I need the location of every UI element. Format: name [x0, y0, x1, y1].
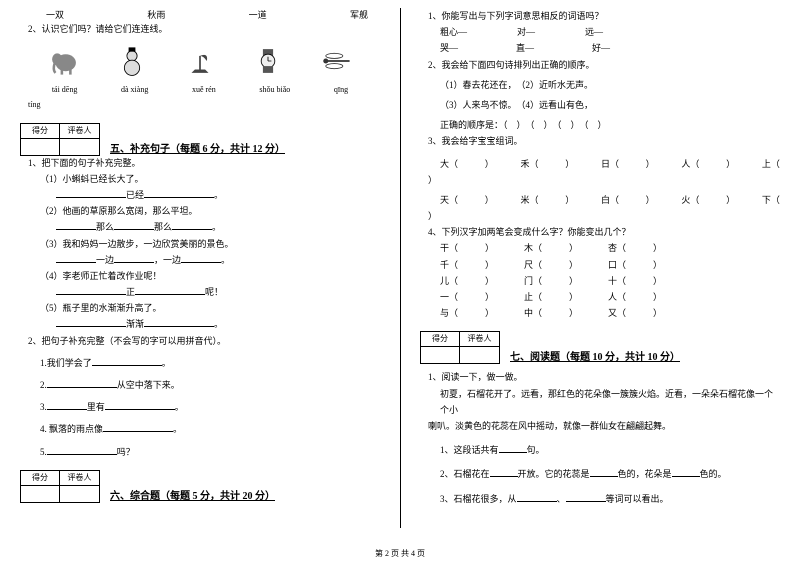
r-q1-row: 粗心— 对— 远— — [440, 24, 780, 40]
q5-2-3: 3.里有。 — [40, 399, 380, 415]
r-q2-12: （1）春去花还在， （2）近听水无声。 — [440, 77, 780, 93]
dragonfly-icon — [318, 43, 354, 79]
q5-blank: 渐渐。 — [56, 316, 380, 332]
r-q7-q2: 2、石榴花在开放。它的花蕊是色的，花朵是色的。 — [440, 466, 780, 482]
r-q1-row2: 哭— 直— 好— — [440, 40, 780, 56]
right-column: 1、你能写出与下列字词意思相反的词语吗？ 粗心— 对— 远— 哭— 直— 好— … — [400, 0, 800, 540]
q4-row: 干（ ）木（ ）杏（ ） — [440, 240, 780, 256]
grader-label: 评卷人 — [60, 471, 99, 485]
q5-2-2: 2.从空中落下来。 — [40, 377, 380, 393]
q5-1-5: （5）瓶子里的水渐渐升高了。 — [40, 300, 380, 316]
page-footer: 第 2 页 共 4 页 — [0, 548, 800, 559]
lamp-icon — [182, 43, 218, 79]
watch-icon — [250, 43, 286, 79]
r-q7-q1: 1、这段话共有句。 — [440, 442, 780, 458]
snowman-icon — [114, 43, 150, 79]
q5-2-5: 5.吗？ — [40, 444, 380, 460]
word-row: 一双 秋雨 一道 军舰 — [46, 8, 368, 21]
left-column: 一双 秋雨 一道 军舰 2、认识它们吗？请给它们连连线。 tái dē — [0, 0, 400, 540]
score-label: 得分 — [421, 332, 460, 346]
elephant-icon — [46, 43, 82, 79]
q5-2-4: 4. 飘落的雨点像。 — [40, 421, 380, 437]
q5-blank: 一边，一边。 — [56, 252, 380, 268]
grader-label: 评卷人 — [460, 332, 499, 346]
q4-row: 千（ ）尺（ ）口（ ） — [440, 257, 780, 273]
word: 秋雨 — [147, 8, 165, 21]
r-q7-1: 1、阅读一下，做一做。 — [428, 369, 780, 385]
pinyin: dà xiàng — [121, 85, 148, 94]
q5-2-1: 1.我们学会了。 — [40, 355, 380, 371]
section-7-title: 七、阅读题（每题 10 分，共计 10 分） — [510, 348, 780, 363]
q4-row: 儿（ ）门（ ）十（ ） — [440, 273, 780, 289]
q5-blank: 那么那么。 — [56, 219, 380, 235]
r-q2: 2、我会给下面四句诗排列出正确的顺序。 — [428, 57, 780, 73]
r-q4: 4、下列汉字加两笔会变成什么字？你能变出几个？ — [428, 224, 780, 240]
r-q1: 1、你能写出与下列字词意思相反的词语吗？ — [428, 8, 780, 24]
q5-1: 1、把下面的句子补充完整。 — [28, 155, 380, 171]
pinyin-row: tái dēng dà xiàng xuě rén shǒu biǎo qīng — [30, 85, 370, 94]
page: 一双 秋雨 一道 军舰 2、认识它们吗？请给它们连连线。 tái dē — [0, 0, 800, 540]
icon-row — [30, 43, 370, 79]
r-q3-r2: 天（） 米（） 白（） 火（） 下（ — [440, 192, 780, 208]
q5-1-3: （3）我和妈妈一边散步，一边欣赏美丽的景色。 — [40, 236, 380, 252]
r-q3: 3、我会给字宝宝组词。 — [428, 133, 780, 149]
grader-label: 评卷人 — [60, 124, 99, 138]
q5-1-2: （2）他画的草原那么宽阔，那么平坦。 — [40, 203, 380, 219]
q5-1-1: （1）小蝌蚪已经长大了。 — [40, 171, 380, 187]
q5-1-4: （4）李老师正忙着改作业呢！ — [40, 268, 380, 284]
q4-row: 一（ ）止（ ）人（ ） — [440, 289, 780, 305]
score-box: 得分 评卷人 — [420, 331, 500, 347]
r-q3-r1: 大（） 禾（） 日（） 人（） 上（ — [440, 156, 780, 172]
q2-text: 2、认识它们吗？请给它们连连线。 — [28, 21, 380, 37]
r-q2-ans: 正确的顺序是：（ ） （ ） （ ） （ ） — [440, 117, 780, 133]
score-label: 得分 — [21, 124, 60, 138]
word: 一双 — [46, 8, 64, 21]
section-6-title: 六、综合题（每题 5 分，共计 20 分） — [110, 487, 380, 502]
pinyin-cont: tíng — [28, 98, 380, 112]
q5-blank: 正呢！ — [56, 284, 380, 300]
q4-row: 与（ ）中（ ）又（ ） — [440, 305, 780, 321]
r-q7-text2: 喇叭。淡黄色的花蕊在风中摇动，就像一群仙女在翩翩起舞。 — [428, 418, 780, 434]
score-row — [420, 347, 500, 364]
pinyin: tái dēng — [52, 85, 78, 94]
r-q7-q3: 3、石榴花很多，从、等词可以看出。 — [440, 491, 780, 507]
q5-blank: 已经。 — [56, 187, 380, 203]
pinyin: shǒu biǎo — [259, 85, 290, 94]
score-row — [20, 486, 100, 503]
section-5-title: 五、补充句子（每题 6 分，共计 12 分） — [110, 140, 380, 155]
word: 一道 — [249, 8, 267, 21]
q5-2: 2、把句子补充完整（不会写的字可以用拼音代）。 — [28, 333, 380, 349]
r-q7-text1: 初夏，石榴花开了。远看，那红色的花朵像一簇簇火焰。近看，一朵朵石榴花像一个个小 — [440, 386, 780, 418]
pinyin: xuě rén — [192, 85, 216, 94]
r-q2-34: （3）人来鸟不惊。 （4）远看山有色， — [440, 97, 780, 113]
score-label: 得分 — [21, 471, 60, 485]
score-box: 得分 评卷人 — [20, 470, 100, 486]
word: 军舰 — [350, 8, 368, 21]
score-row — [20, 139, 100, 156]
score-box: 得分 评卷人 — [20, 123, 100, 139]
pinyin: qīng — [334, 85, 348, 94]
